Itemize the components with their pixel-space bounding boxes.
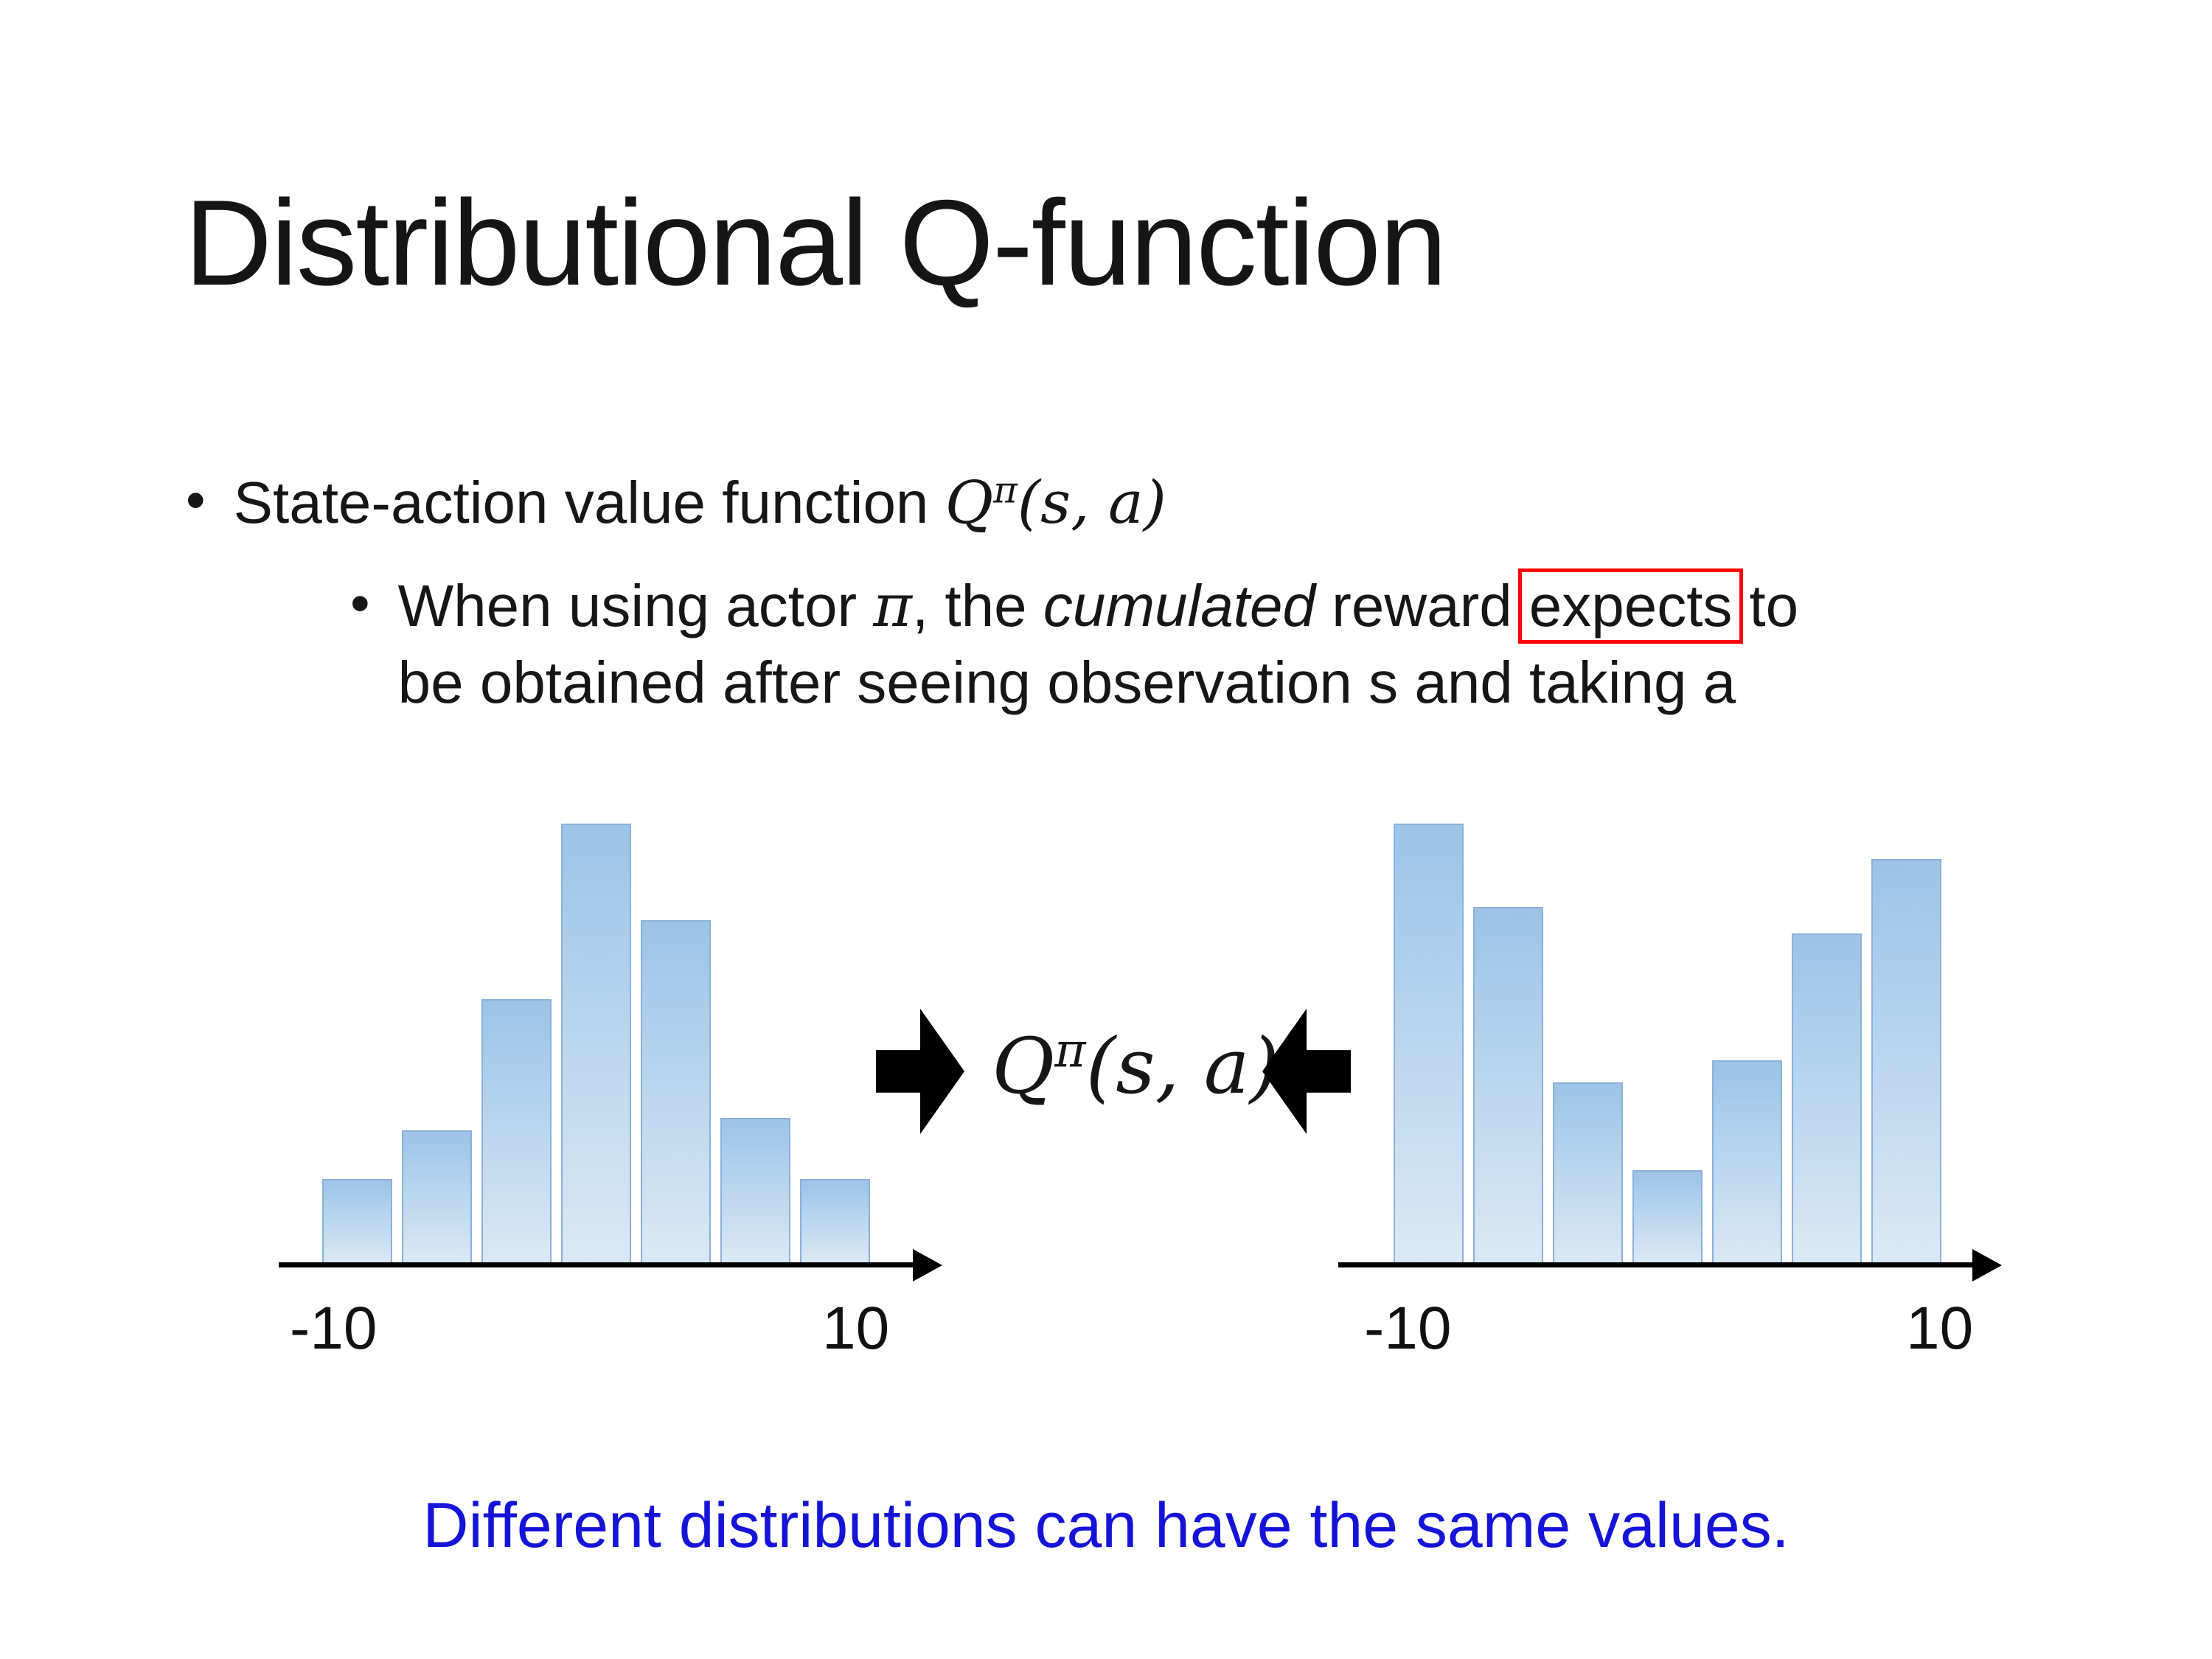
histogram-bar <box>561 824 631 1262</box>
histogram-bar <box>1871 859 1941 1262</box>
bullet-marker: • <box>186 469 206 532</box>
math-pi: π <box>993 468 1018 512</box>
math-q: Q <box>945 468 994 537</box>
math-args: (s, a) <box>1085 1021 1280 1111</box>
bullet-when-using-actor: • When using actor π, the cumulated rewa… <box>350 568 2120 721</box>
right-x-axis-arrowhead <box>1972 1249 2002 1281</box>
right-axis-max-label: 10 <box>1906 1295 1974 1362</box>
sub-bullet-part3: reward <box>1315 573 1512 639</box>
histogram-bar <box>322 1179 392 1262</box>
histogram-bar <box>481 999 552 1262</box>
histogram-bar <box>641 920 711 1262</box>
histogram-bar <box>1553 1082 1623 1262</box>
bullet-text-plain: State-action value function <box>233 470 945 535</box>
left-axis-max-label: 10 <box>822 1295 890 1362</box>
sub-bullet-part5: be obtained after seeing observation s a… <box>397 650 1736 715</box>
sub-bullet-part2: , the <box>911 573 1043 639</box>
bullet-state-action-value: • State-action value function Qπ(s, a) <box>186 465 1166 541</box>
right-axis-min-label: -10 <box>1364 1295 1452 1362</box>
bullet-text: State-action value function Qπ(s, a) <box>234 465 1166 541</box>
right-histogram <box>1394 824 1941 1262</box>
histogram-bar <box>1712 1060 1782 1262</box>
sub-bullet-text: When using actor π, the cumulated reward… <box>397 568 1799 721</box>
italic-cumulated: cumulated <box>1043 573 1315 639</box>
sub-bullet-part4: to <box>1749 573 1799 639</box>
math-pi: π <box>1054 1023 1086 1079</box>
math-q: Q <box>992 1021 1055 1111</box>
histogram-bar <box>720 1118 790 1262</box>
red-boxed-word: expects <box>1517 568 1744 644</box>
sub-bullet-part1: When using actor <box>397 573 874 639</box>
math-args: (s, a) <box>1017 468 1166 537</box>
histogram-bar <box>1792 933 1862 1262</box>
left-histogram <box>322 824 870 1262</box>
histogram-bar <box>800 1179 870 1262</box>
histogram-bar <box>1632 1170 1703 1262</box>
q-function-math: Qπ(s, a) <box>945 468 1166 537</box>
footer-note: Different distributions can have the sam… <box>422 1490 1790 1561</box>
left-axis-min-label: -10 <box>290 1295 378 1362</box>
arrow-right-icon <box>876 1009 964 1134</box>
left-x-axis <box>279 1262 914 1267</box>
page-title: Distributional Q-function <box>184 175 1447 310</box>
bullet-marker: • <box>350 572 370 635</box>
histogram-bar <box>402 1130 472 1262</box>
histogram-bar <box>1394 824 1464 1262</box>
histogram-bar <box>1473 907 1543 1262</box>
math-pi-inline: π <box>873 571 912 640</box>
right-x-axis <box>1338 1262 1974 1267</box>
center-q-function-math: Qπ(s, a) <box>992 1021 1279 1111</box>
left-x-axis-arrowhead <box>913 1249 942 1281</box>
